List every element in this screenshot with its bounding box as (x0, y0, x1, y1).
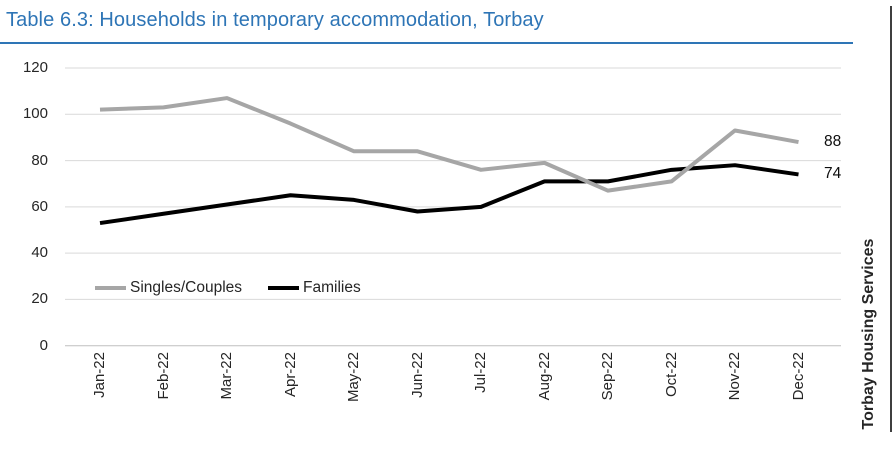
singles-couples-line (99, 96, 799, 193)
y-axis-label: 20 (31, 290, 48, 308)
families-line-marker (268, 286, 300, 290)
x-axis-label: Jun-22 (408, 352, 426, 398)
x-axis-label: Feb-22 (154, 352, 172, 400)
legend-label-singles-couples: Singles/Couples (130, 279, 243, 296)
x-axis-label: Mar-22 (218, 352, 235, 400)
chart-title: Table 6.3: Households in temporary accom… (6, 9, 544, 31)
legend-label-families: Families (303, 279, 361, 296)
singles-couples-end-value: 88 (824, 133, 842, 151)
x-axis-label: Oct-22 (662, 352, 680, 398)
y-axis-label: 0 (39, 336, 48, 354)
title-underline (0, 42, 853, 44)
singles-couples-line-marker (95, 286, 126, 290)
source-label: Torbay Housing Services (860, 238, 877, 430)
x-axis-label: Dec-22 (789, 352, 807, 401)
legend-item-singles-couples: Singles/Couples (95, 279, 242, 297)
y-axis-label: 40 (31, 244, 48, 262)
x-axis-label: May-22 (345, 352, 362, 403)
x-axis-label: Sep-22 (599, 352, 616, 401)
legend: Singles/Couples Families (95, 279, 361, 297)
y-axis-label: 100 (22, 105, 48, 123)
y-axis-label: 120 (22, 58, 48, 76)
panel-right-border (890, 6, 892, 432)
y-axis-label: 80 (31, 151, 48, 169)
x-axis-label: Nov-22 (726, 352, 743, 401)
families-line (99, 163, 799, 226)
y-axis-label: 60 (31, 197, 48, 215)
families-end-value: 74 (824, 165, 842, 183)
legend-item-families: Families (268, 279, 361, 297)
x-axis-label: Jul-22 (472, 352, 489, 393)
x-axis-label: Apr-22 (281, 352, 299, 398)
x-axis-label: Aug-22 (535, 352, 553, 401)
x-axis-label: Jan-22 (91, 352, 108, 398)
